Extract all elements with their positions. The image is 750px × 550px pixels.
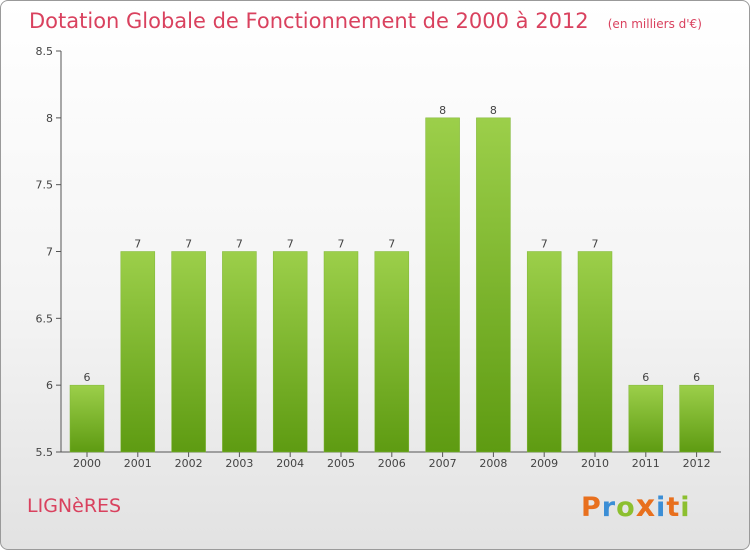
x-tick-label: 2009 — [530, 457, 558, 470]
y-tick-label: 7.5 — [36, 179, 54, 192]
x-tick-label: 2011 — [632, 457, 660, 470]
bar-value-label: 7 — [134, 238, 141, 251]
logo-letter: t — [666, 492, 681, 523]
chart-title: Dotation Globale de Fonctionnement de 20… — [29, 9, 589, 33]
x-tick-label: 2000 — [73, 457, 101, 470]
bar-value-label: 6 — [693, 371, 700, 384]
x-tick-label: 2008 — [479, 457, 507, 470]
bar-value-label: 8 — [439, 104, 446, 117]
chart-unit-note: (en milliers d'€) — [607, 17, 702, 31]
x-tick-label: 2007 — [429, 457, 457, 470]
town-name: LIGNèRES — [27, 495, 122, 517]
logo-letter: x — [635, 489, 657, 524]
bar — [425, 117, 460, 453]
x-tick-label: 2005 — [327, 457, 355, 470]
logo-letter: i — [656, 492, 667, 523]
x-tick-label: 2004 — [276, 457, 304, 470]
bars-layer: 6 7 7 7 7 7 7 8 8 7 7 6 6 — [69, 104, 714, 453]
logo-letter: o — [616, 492, 636, 523]
proxiti-logo[interactable]: Proxiti — [581, 489, 691, 524]
bar-value-label: 7 — [541, 238, 548, 251]
bar-value-label: 6 — [642, 371, 649, 384]
bar — [679, 384, 714, 453]
x-tick-label: 2012 — [683, 457, 711, 470]
title-row: Dotation Globale de Fonctionnement de 20… — [29, 9, 702, 33]
x-tick-label: 2001 — [124, 457, 152, 470]
y-tick-label: 8 — [46, 112, 53, 125]
x-tick-label: 2002 — [175, 457, 203, 470]
bar — [476, 117, 511, 453]
bar-value-label: 7 — [185, 238, 192, 251]
logo-letter: P — [581, 492, 602, 523]
bar — [222, 251, 257, 453]
bar — [323, 251, 359, 453]
bar — [120, 251, 156, 453]
bar-value-label: 6 — [84, 371, 91, 384]
bar — [171, 251, 206, 453]
y-tick-label: 8.5 — [36, 45, 54, 58]
y-tick-label: 7 — [46, 246, 53, 259]
logo-letter: r — [601, 492, 617, 523]
bar — [69, 384, 105, 453]
bar — [374, 251, 410, 453]
y-tick-label: 6 — [46, 379, 53, 392]
x-tick-label: 2006 — [378, 457, 406, 470]
bar — [526, 251, 562, 453]
bar — [577, 251, 613, 453]
bar-value-label: 7 — [592, 238, 599, 251]
x-tick-label: 2010 — [581, 457, 609, 470]
bar — [272, 251, 308, 453]
bar-value-label: 8 — [490, 104, 497, 117]
y-tick-label: 5.5 — [36, 446, 54, 459]
axis-layer: 5.5 6 6.5 7 7.5 8 8.5 2000 2001 2002 2003 2004 2005 2… — [36, 45, 721, 470]
y-tick-label: 6.5 — [36, 312, 54, 325]
bar-value-label: 7 — [287, 238, 294, 251]
bar-value-label: 7 — [388, 238, 395, 251]
x-tick-label: 2003 — [225, 457, 253, 470]
bar — [628, 384, 664, 453]
bar-value-label: 7 — [236, 238, 243, 251]
logo-letter: i — [680, 492, 691, 523]
bar-value-label: 7 — [338, 238, 345, 251]
